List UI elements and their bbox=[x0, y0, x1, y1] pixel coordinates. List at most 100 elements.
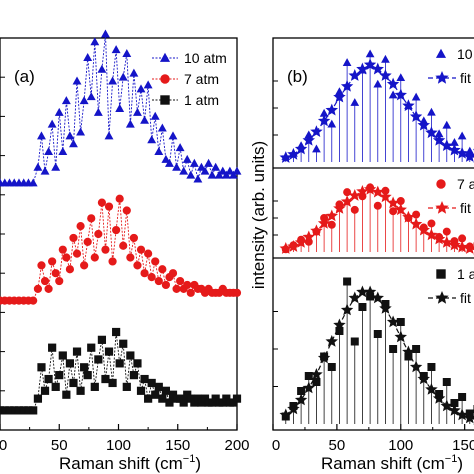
data-point bbox=[204, 158, 214, 167]
data-point bbox=[140, 374, 149, 384]
data-point bbox=[154, 147, 164, 156]
data-point bbox=[389, 207, 398, 216]
panel-b-frame bbox=[272, 37, 474, 431]
data-point bbox=[122, 49, 132, 58]
data-point bbox=[183, 280, 192, 290]
legend-label: 10 atm bbox=[457, 46, 474, 62]
data-point bbox=[304, 372, 313, 380]
fit-point bbox=[287, 240, 300, 252]
data-point bbox=[129, 68, 139, 77]
data-point bbox=[104, 347, 114, 356]
data-point bbox=[144, 394, 153, 403]
data-point bbox=[51, 162, 61, 171]
fit-point bbox=[302, 133, 315, 146]
data-point bbox=[143, 80, 153, 89]
data-point bbox=[48, 257, 57, 266]
fit-point bbox=[386, 77, 400, 90]
fit-point bbox=[432, 391, 446, 404]
fit-point bbox=[363, 58, 377, 71]
data-point bbox=[165, 158, 174, 167]
x-tick-label: 150 bbox=[165, 437, 190, 454]
data-point bbox=[158, 265, 167, 274]
legend-label: 10 atm bbox=[184, 50, 227, 66]
data-point bbox=[108, 257, 117, 266]
data-point bbox=[211, 162, 221, 171]
data-point bbox=[327, 119, 337, 128]
data-point bbox=[327, 220, 336, 229]
data-point bbox=[44, 374, 53, 384]
fit-point bbox=[348, 291, 361, 304]
legend-marker bbox=[160, 74, 170, 84]
data-point bbox=[79, 96, 89, 105]
data-point bbox=[172, 162, 182, 171]
data-point bbox=[133, 107, 142, 116]
data-point bbox=[136, 386, 146, 395]
data-point bbox=[90, 382, 99, 391]
fit-point bbox=[325, 103, 339, 116]
legend-fit-marker bbox=[435, 200, 449, 214]
data-point bbox=[119, 339, 128, 348]
data-point bbox=[76, 127, 86, 136]
fit-point bbox=[409, 360, 423, 373]
data-point bbox=[51, 382, 60, 391]
data-point bbox=[44, 284, 53, 293]
panel-b-y-axis-label: intensity (arb. units) bbox=[249, 141, 268, 289]
fit-point bbox=[363, 182, 377, 195]
data-point bbox=[232, 166, 242, 175]
fit-point bbox=[310, 125, 323, 138]
data-point bbox=[86, 92, 96, 101]
panel-a: (a) 10 atm 7 atm 1 atm 0 50 100 150 200 Raman … bbox=[0, 29, 250, 473]
data-point bbox=[51, 269, 60, 278]
fit-point bbox=[340, 195, 354, 207]
data-point bbox=[179, 398, 188, 407]
data-point bbox=[126, 253, 135, 262]
data-point bbox=[412, 210, 421, 219]
fit-point bbox=[417, 223, 430, 236]
data-point bbox=[350, 337, 359, 346]
fit-point bbox=[356, 184, 369, 197]
data-point bbox=[37, 131, 46, 140]
fit-point bbox=[325, 334, 338, 347]
data-point bbox=[108, 76, 118, 85]
fit-point bbox=[333, 318, 346, 331]
data-point bbox=[62, 253, 71, 262]
data-point bbox=[189, 158, 199, 167]
data-point bbox=[29, 406, 38, 415]
data-point bbox=[312, 378, 321, 386]
data-point bbox=[214, 170, 224, 179]
data-point bbox=[80, 363, 89, 372]
fit-point bbox=[371, 291, 384, 304]
fit-line bbox=[285, 64, 474, 159]
data-point bbox=[101, 374, 110, 384]
data-point bbox=[40, 386, 50, 395]
data-point bbox=[112, 327, 121, 337]
data-point bbox=[168, 131, 178, 140]
legend-fit-label: fit bbox=[460, 70, 471, 86]
x-tick-label: 100 bbox=[388, 437, 413, 454]
x-tick-label: 200 bbox=[224, 437, 249, 454]
data-point bbox=[225, 166, 235, 175]
fit-point bbox=[417, 118, 431, 131]
legend-marker bbox=[435, 48, 447, 58]
x-tick-label: 100 bbox=[106, 437, 131, 454]
data-point bbox=[343, 188, 352, 197]
data-point bbox=[129, 371, 139, 380]
data-point bbox=[136, 84, 146, 93]
data-point bbox=[140, 269, 149, 278]
data-point bbox=[55, 371, 64, 380]
data-point bbox=[33, 394, 43, 403]
panel-a-label: (a) bbox=[14, 67, 35, 86]
data-point bbox=[108, 378, 117, 388]
fit-point bbox=[440, 139, 453, 152]
fit-point bbox=[402, 99, 415, 112]
fit-point bbox=[394, 203, 407, 216]
data-point bbox=[69, 378, 78, 388]
data-point bbox=[457, 131, 467, 140]
x-tick-label: 50 bbox=[329, 437, 346, 454]
fit-point bbox=[310, 224, 323, 237]
data-point bbox=[161, 154, 171, 163]
data-point bbox=[40, 166, 50, 175]
fit-point bbox=[417, 372, 430, 385]
fit-point bbox=[394, 88, 407, 101]
fit-point bbox=[279, 242, 292, 254]
